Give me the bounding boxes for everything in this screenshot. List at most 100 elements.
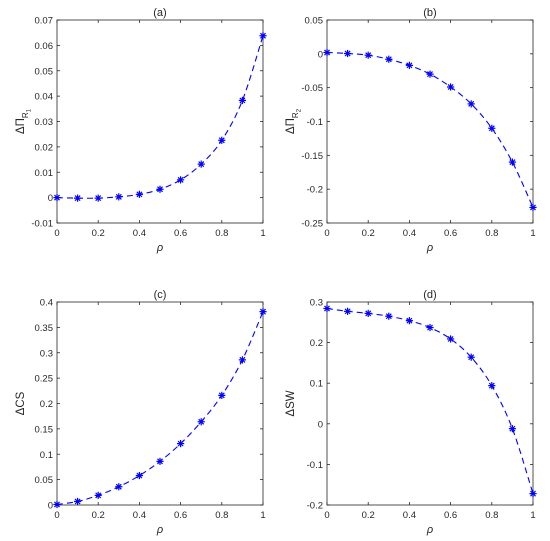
y-tick-label: 0.1: [40, 450, 53, 461]
x-tick-label: 0.2: [362, 510, 375, 521]
x-tick-label: 1: [260, 228, 265, 239]
chart-title: (d): [423, 289, 436, 301]
data-point: [385, 312, 393, 320]
data-point: [259, 308, 267, 316]
x-tick-label: 0.6: [444, 228, 457, 239]
y-axis-label-base: ΔΠ: [15, 118, 27, 134]
x-axis-label: ρ: [156, 242, 163, 254]
data-point: [344, 49, 352, 58]
y-tick-label: -0.15: [301, 151, 323, 162]
data-point: [73, 194, 82, 202]
y-tick-label: -0.1: [307, 117, 323, 128]
x-tick-label: 0.8: [485, 228, 498, 239]
data-point: [364, 51, 372, 59]
data-point: [156, 457, 164, 465]
x-tick-label: 0.2: [92, 228, 105, 239]
data-point: [447, 335, 455, 343]
chart-title: (c): [154, 289, 167, 301]
y-tick-label: 0.3: [40, 348, 53, 359]
data-point: [385, 55, 393, 63]
data-point: [323, 304, 331, 313]
data-point: [238, 96, 246, 105]
y-tick-label: -0.1: [307, 460, 323, 471]
y-tick-label: 0: [318, 419, 323, 430]
x-axis-label: ρ: [156, 524, 163, 536]
x-tick-label: 0.6: [174, 510, 187, 521]
data-point: [53, 500, 61, 509]
x-tick-label: 0.2: [362, 228, 375, 239]
data-point: [508, 425, 517, 433]
data-point: [115, 193, 123, 201]
y-axis-label: ΔSW: [285, 390, 297, 416]
y-tick-label: 0.02: [35, 142, 54, 153]
y-tick-label: 0.4: [40, 298, 53, 309]
plot-area: [326, 19, 534, 224]
data-point: [259, 32, 267, 40]
x-tick-label: 1: [260, 510, 265, 521]
x-tick-label: 0.4: [133, 510, 146, 521]
x-tick-label: 1: [530, 510, 535, 521]
data-point: [73, 497, 82, 506]
y-axis-label-base: ΔΠ: [285, 118, 297, 134]
x-tick-label: 0.4: [133, 228, 146, 239]
data-point: [156, 185, 164, 193]
y-tick-label: -0.25: [301, 219, 323, 230]
data-point: [238, 356, 246, 364]
data-point: [529, 203, 537, 212]
data-point: [344, 307, 352, 315]
x-tick-label: 0.8: [485, 510, 498, 521]
x-tick-label: 0: [324, 228, 329, 239]
y-axis-label-sub: R: [21, 112, 30, 118]
y-tick-label: 0.01: [35, 168, 54, 179]
series-line: [326, 51, 534, 208]
y-tick-label: 0.05: [35, 475, 54, 486]
chart-panel-d: 0 0.2 0.4 0.6 0.8 1 -0.2 -0.1 0 0.1 0.2 0.3 (d) ρ ΔSW: [285, 289, 537, 536]
data-point: [177, 439, 185, 448]
y-axis-label: ΔCS: [15, 391, 27, 415]
y-axis-label-subsub: 1: [27, 108, 33, 112]
x-axis-label: ρ: [426, 524, 433, 536]
y-tick-label: -0.2: [307, 185, 323, 196]
data-point: [488, 382, 496, 390]
y-axis-label: ΔΠR2: [285, 108, 303, 134]
data-point: [115, 483, 123, 491]
data-point: [177, 176, 185, 184]
data-point: [405, 61, 413, 69]
y-axis-label-subsub: 2: [297, 108, 303, 112]
y-tick-label: -0.01: [31, 219, 53, 230]
y-axis-label-base: ΔCS: [15, 391, 27, 415]
y-tick-label: 0.25: [35, 374, 54, 385]
x-tick-label: 0.6: [444, 510, 457, 521]
data-point: [529, 490, 537, 498]
x-tick-label: 0.8: [215, 228, 228, 239]
y-tick-label: 0.03: [35, 117, 54, 128]
data-point: [94, 491, 102, 499]
y-tick-label: 0.05: [305, 16, 324, 27]
plot-area: [56, 301, 264, 506]
chart-title: (b): [423, 7, 436, 19]
y-tick-label: 0.15: [35, 424, 54, 435]
data-point: [197, 160, 205, 168]
data-point: [467, 100, 475, 108]
data-point: [405, 317, 413, 325]
y-tick-label: 0.05: [35, 66, 54, 77]
y-axis-label: ΔΠR1: [15, 108, 33, 134]
x-tick-label: 0.2: [92, 510, 105, 521]
data-point: [218, 391, 226, 399]
x-tick-label: 0.6: [174, 228, 187, 239]
data-point: [135, 471, 143, 480]
x-tick-label: 0.4: [403, 228, 416, 239]
y-tick-label: 0: [48, 501, 53, 512]
y-axis-label-base: ΔSW: [285, 390, 297, 416]
x-tick-label: 1: [530, 228, 535, 239]
data-point: [488, 124, 496, 132]
chart-panel-a: 0 0.2 0.4 0.6 0.8 1-0.0100.010.020.030.040.05…: [15, 7, 267, 254]
y-tick-label: 0: [318, 49, 323, 60]
y-tick-label: 0.07: [35, 16, 54, 27]
y-tick-label: 0.2: [310, 338, 323, 349]
data-point: [447, 83, 455, 91]
data-point: [197, 418, 205, 426]
data-point: [508, 158, 517, 166]
y-tick-label: 0: [48, 193, 53, 204]
